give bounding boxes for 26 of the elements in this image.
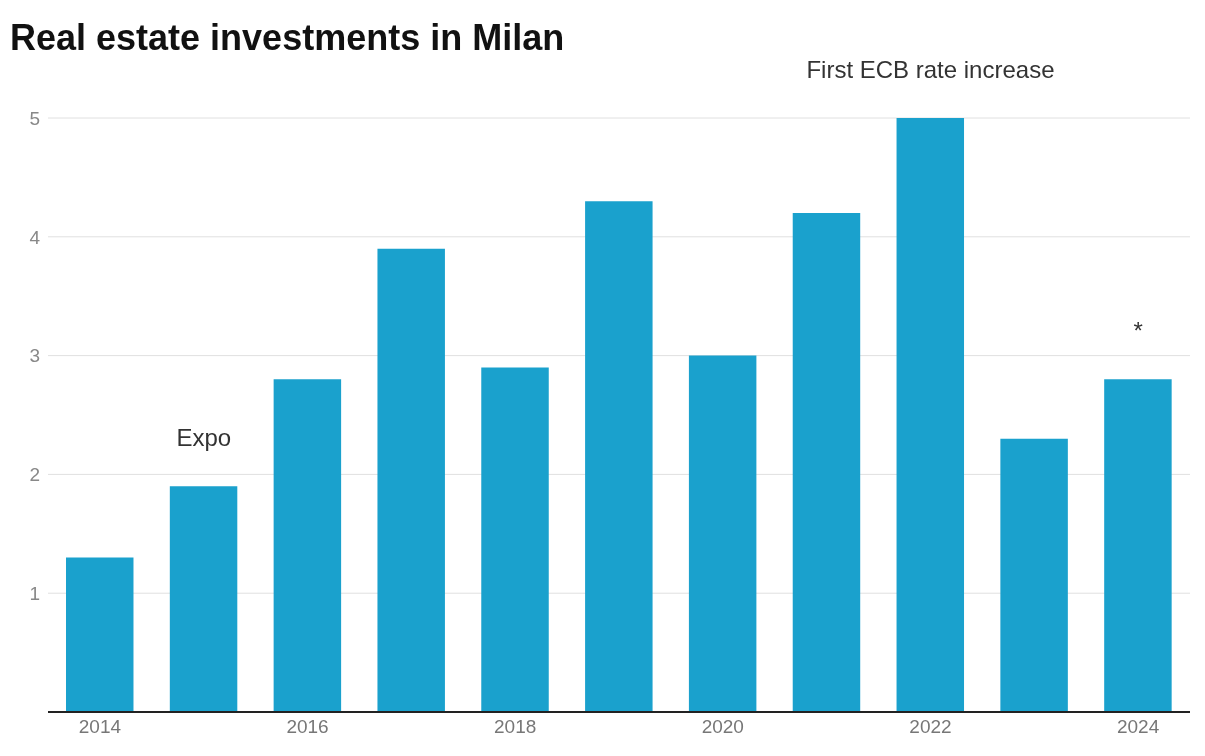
bar <box>66 557 134 712</box>
x-tick-label: 2024 <box>1116 716 1160 738</box>
bar <box>792 213 861 712</box>
y-tick-label: 3 <box>29 345 40 367</box>
annotation: Expo <box>176 424 232 452</box>
x-tick-label: 2018 <box>494 716 537 738</box>
bar <box>273 379 342 712</box>
x-tick-label: 2016 <box>286 716 329 738</box>
x-tick-label: 2022 <box>909 716 952 738</box>
y-tick-label: 1 <box>29 582 40 604</box>
annotation: * <box>1133 317 1143 345</box>
chart-title: Real estate investments in Milan <box>10 16 565 60</box>
bar <box>377 248 445 712</box>
x-tick-label: 2020 <box>701 716 744 738</box>
bar <box>688 355 757 712</box>
bar <box>896 118 965 712</box>
y-tick-label: 4 <box>29 226 41 248</box>
bar <box>1000 438 1068 712</box>
bar <box>169 486 238 712</box>
y-tick-label: 2 <box>29 464 40 486</box>
annotation: First ECB rate increase <box>806 56 1055 83</box>
bar <box>1104 379 1172 712</box>
y-tick-label: 5 <box>29 107 40 129</box>
bar <box>585 201 653 712</box>
bar <box>481 367 549 712</box>
x-tick-label: 2014 <box>78 716 122 738</box>
